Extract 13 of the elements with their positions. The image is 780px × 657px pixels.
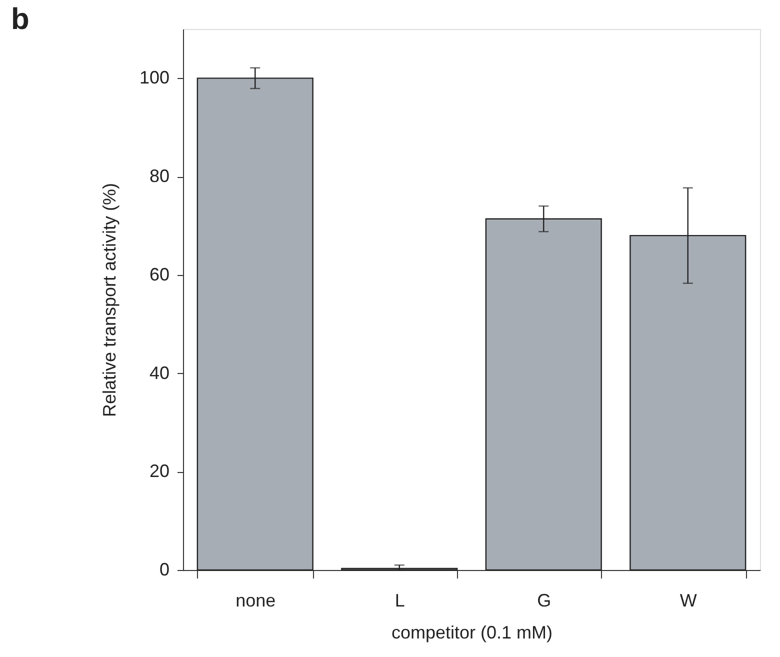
x-tick-label: L <box>394 590 405 610</box>
y-tick-label: 100 <box>139 68 170 88</box>
y-tick-label: 0 <box>159 560 170 580</box>
y-axis-title: Relative transport activity (%) <box>99 182 120 418</box>
x-axis-title: competitor (0.1 mM) <box>391 622 553 642</box>
y-tick-label: 60 <box>149 264 170 284</box>
y-tick-label: 40 <box>149 362 170 383</box>
y-tick-label: 80 <box>149 166 170 186</box>
text: b <box>10 3 30 36</box>
x-tick-label: G <box>537 590 552 610</box>
x-tick-label: none <box>236 590 276 610</box>
y-tick-label: 20 <box>149 461 170 482</box>
x-tick-label: W <box>680 590 697 610</box>
